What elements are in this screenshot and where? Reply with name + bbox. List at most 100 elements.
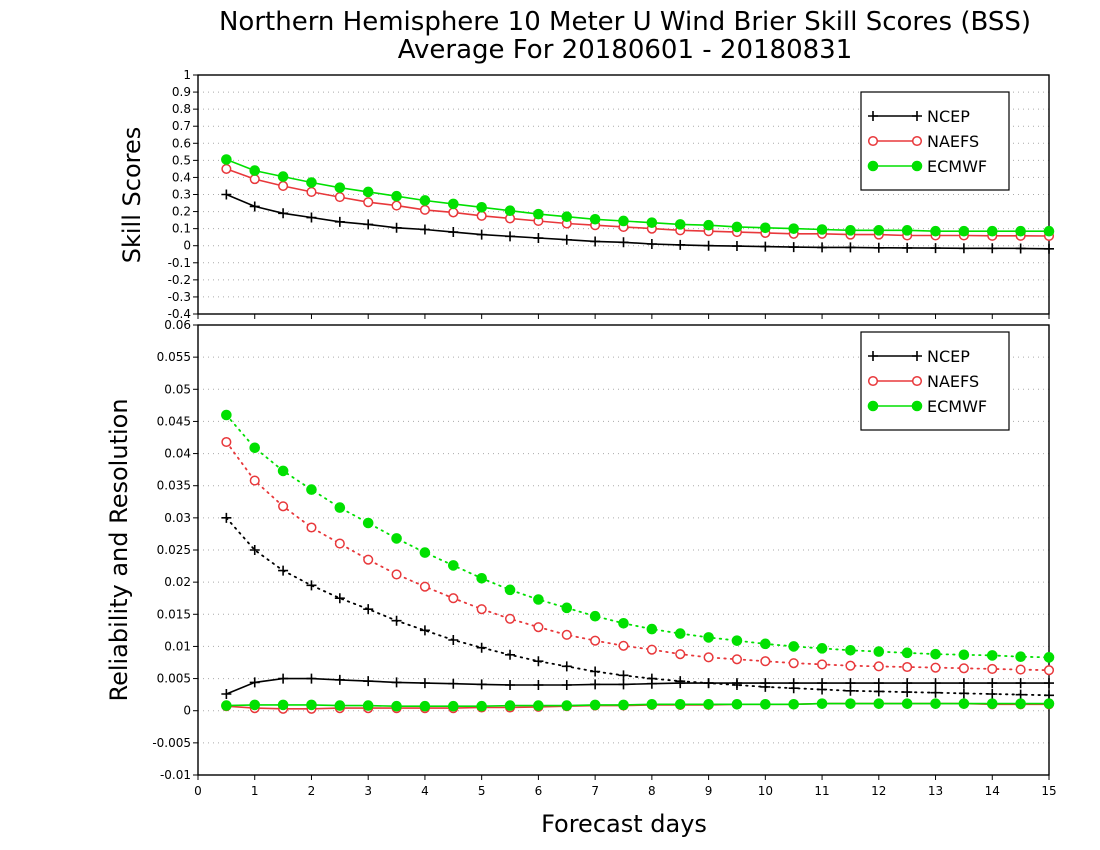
bottom-y-axis-label: Reliability and Resolution xyxy=(105,398,133,701)
data-point-naefs xyxy=(1015,664,1026,675)
data-point-ecmwf xyxy=(930,225,941,237)
data-point-naefs xyxy=(675,649,686,660)
y-tick-label: 0.8 xyxy=(172,102,191,116)
data-point-ecmwf xyxy=(731,635,743,646)
data-point-ncep xyxy=(533,680,544,690)
data-point-ncep xyxy=(306,580,317,591)
y-tick-label: 0.015 xyxy=(157,607,191,621)
data-point-naefs xyxy=(590,635,601,646)
data-point-ncep xyxy=(249,677,260,688)
y-tick-label: 0.01 xyxy=(164,639,191,653)
data-point-ncep xyxy=(675,239,686,250)
series-line-ncep xyxy=(225,517,1050,697)
data-point-ncep xyxy=(873,242,884,253)
legend-marker-naefs xyxy=(911,135,923,147)
series-ncep-solid xyxy=(221,673,1054,699)
data-point-naefs xyxy=(817,659,828,670)
x-tick-label: 6 xyxy=(535,784,543,798)
data-point-ncep xyxy=(1015,689,1026,700)
y-tick-label: 0.05 xyxy=(164,382,191,396)
data-point-ecmwf xyxy=(788,698,800,710)
data-point-ncep xyxy=(930,687,941,698)
data-point-naefs xyxy=(902,661,913,673)
y-tick-label: 0.4 xyxy=(172,170,191,184)
data-point-ecmwf xyxy=(674,219,686,230)
data-point-ecmwf xyxy=(930,698,941,709)
data-point-naefs xyxy=(476,604,487,615)
legend: NCEP NAEFS ECMWF xyxy=(860,331,1010,431)
data-point-ncep xyxy=(646,678,657,689)
data-point-naefs xyxy=(448,593,459,604)
data-point-ecmwf xyxy=(674,628,686,639)
data-point-ecmwf xyxy=(646,623,658,635)
data-point-ecmwf xyxy=(533,700,544,711)
y-tick-label: 0.045 xyxy=(157,414,191,428)
data-point-ecmwf xyxy=(419,547,431,558)
y-tick-label: 0.1 xyxy=(172,222,191,236)
skill-scores-panel: -0.4 -0.3 -0.2 -0.1 0 0.1 0.2 0.3 0.4 0.5 0.6 0.7 0.… xyxy=(168,68,1055,321)
chart-subtitle: Average For 20180601 - 20180831 xyxy=(398,35,853,65)
data-point-ncep xyxy=(533,233,544,244)
data-point-ncep xyxy=(334,674,345,685)
data-point-ncep xyxy=(1044,243,1054,254)
data-point-ecmwf xyxy=(277,699,289,711)
data-point-ecmwf xyxy=(901,225,913,236)
data-point-ecmwf xyxy=(504,205,516,217)
data-point-naefs xyxy=(306,186,317,197)
data-point-ecmwf xyxy=(504,584,516,596)
data-point-ncep xyxy=(845,242,856,253)
data-point-ncep xyxy=(391,222,402,233)
data-point-naefs xyxy=(278,180,289,192)
y-tick-label: 0.03 xyxy=(164,511,191,525)
data-point-ecmwf xyxy=(533,208,544,220)
legend-marker-ncep xyxy=(868,351,878,361)
data-point-ncep xyxy=(1015,678,1026,689)
data-point-ecmwf xyxy=(1043,698,1055,709)
data-point-naefs xyxy=(363,197,374,208)
data-point-ecmwf xyxy=(306,699,317,711)
series-ncep-solid xyxy=(221,189,1054,254)
data-point-ecmwf xyxy=(1015,225,1026,237)
data-point-ncep xyxy=(873,686,884,697)
data-point-naefs xyxy=(703,652,714,663)
legend-label-naefs: NAEFS xyxy=(927,372,979,391)
data-point-naefs xyxy=(391,569,402,580)
legend-marker-naefs xyxy=(867,375,879,387)
data-point-ecmwf xyxy=(391,700,402,712)
data-point-ncep xyxy=(221,512,232,523)
data-point-ncep xyxy=(618,670,629,681)
data-point-naefs xyxy=(760,656,771,667)
x-tick-label: 4 xyxy=(421,784,429,798)
data-point-ecmwf xyxy=(589,699,601,711)
data-point-ecmwf xyxy=(448,700,459,712)
data-point-ncep xyxy=(760,241,771,252)
data-point-ecmwf xyxy=(873,225,885,236)
data-point-ncep xyxy=(278,565,289,576)
data-point-ecmwf xyxy=(476,700,487,712)
data-point-naefs xyxy=(533,622,544,633)
y-tick-label: 0 xyxy=(183,704,191,718)
data-point-ecmwf xyxy=(561,602,573,614)
x-tick-label: 2 xyxy=(308,784,316,798)
data-point-ncep xyxy=(448,635,459,645)
series-ecmwf-solid xyxy=(221,154,1055,237)
data-point-ecmwf xyxy=(901,698,913,709)
data-point-ecmwf xyxy=(476,202,487,213)
data-point-ecmwf xyxy=(930,648,941,660)
data-point-ecmwf xyxy=(249,442,261,454)
y-tick-label: 0.5 xyxy=(172,153,191,167)
data-point-ncep xyxy=(363,676,374,687)
legend-marker-naefs xyxy=(911,375,923,387)
data-point-ecmwf xyxy=(362,186,374,198)
data-point-ncep xyxy=(987,678,998,689)
data-point-ecmwf xyxy=(1015,698,1026,709)
data-point-ecmwf xyxy=(845,698,856,709)
data-point-ecmwf xyxy=(760,222,771,234)
data-point-ncep xyxy=(788,242,799,253)
data-point-naefs xyxy=(987,663,998,674)
data-point-ncep xyxy=(419,678,430,689)
data-point-naefs xyxy=(221,436,232,448)
data-point-ecmwf xyxy=(873,646,885,657)
data-point-ecmwf xyxy=(448,198,459,210)
